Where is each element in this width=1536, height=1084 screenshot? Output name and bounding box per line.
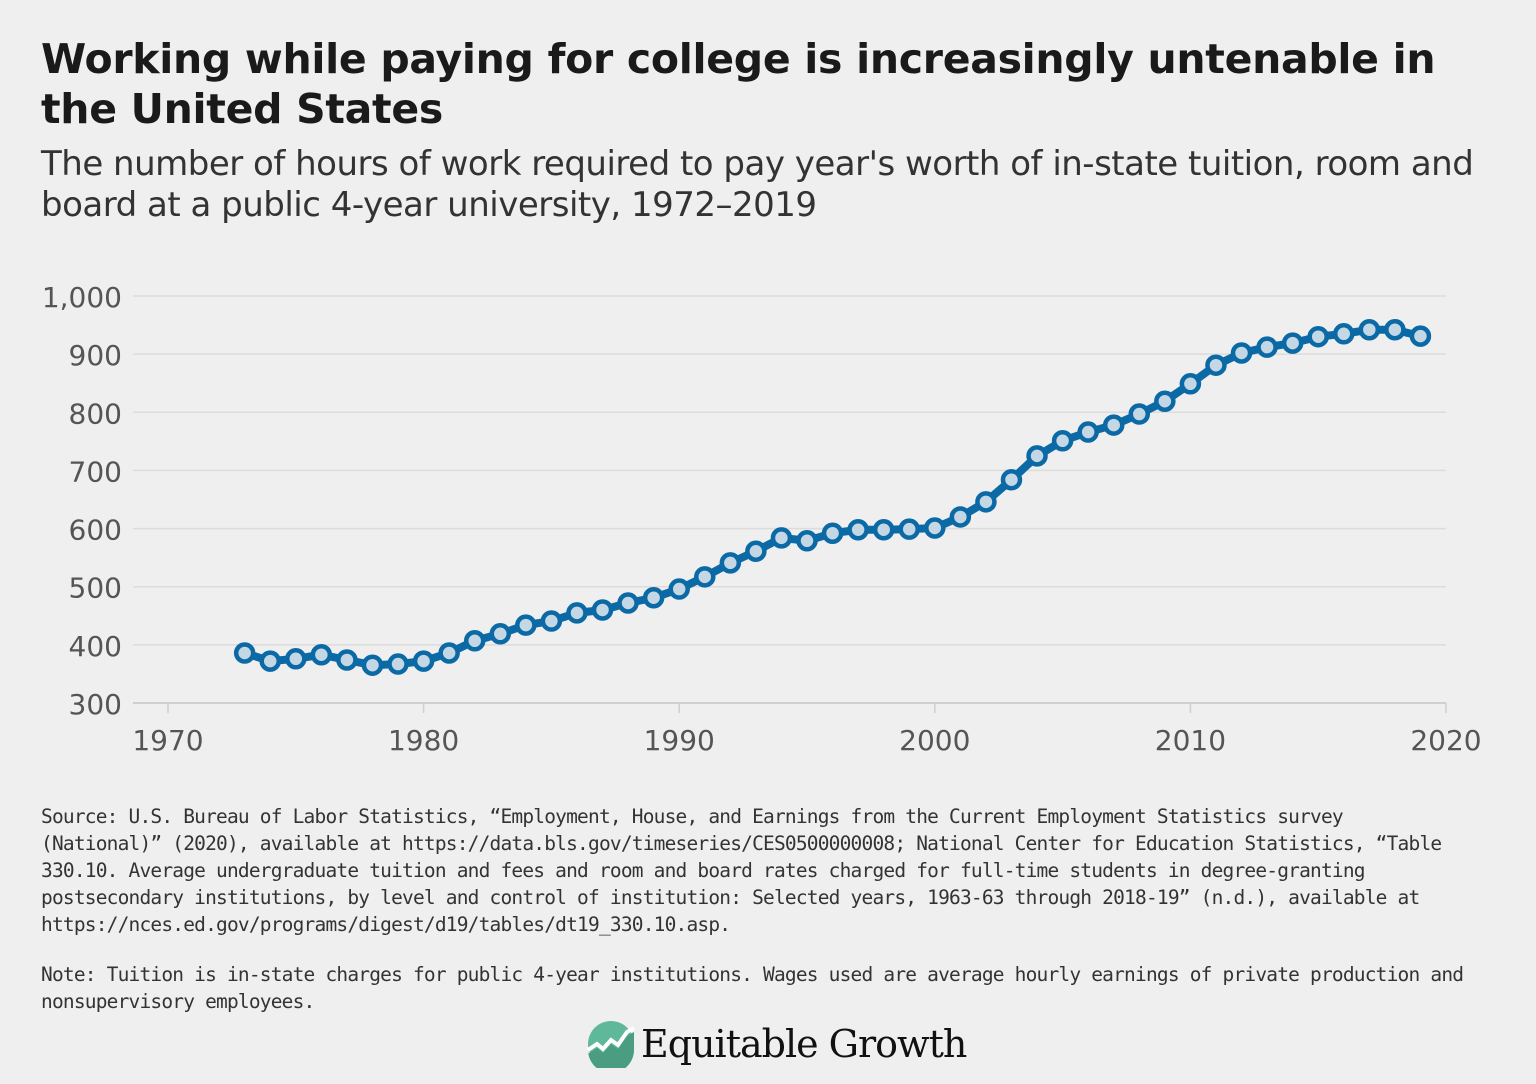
data-point-1988 [617,592,639,614]
data-point-1980 [412,650,435,672]
data-point-1997 [847,518,869,541]
data-point-1985 [540,610,563,632]
data-point-1978 [361,654,384,676]
data-point-1990 [668,578,690,600]
x-tick-label: 1980 [388,724,459,757]
data-point-1975 [285,648,307,670]
y-tick-label: 400 [69,630,122,663]
data-point-1974 [259,650,281,672]
x-tick-label: 2000 [899,724,970,757]
x-tick-label: 1970 [132,724,203,757]
data-point-1987 [591,599,614,621]
data-point-2006 [1077,421,1099,443]
data-point-2002 [975,491,997,513]
data-point-1992 [719,552,742,574]
x-tick-label: 2020 [1410,724,1481,757]
y-tick-label: 900 [69,339,122,372]
x-axis: 1970 1980 1990 2000 2010 2020 [132,703,1482,757]
series-hours-of-work [233,318,1432,676]
data-point-2014 [1281,332,1304,354]
series-line [243,325,1422,670]
data-point-1999 [898,518,920,540]
data-point-2001 [949,506,972,528]
data-point-2010 [1179,373,1202,395]
data-point-2012 [1230,342,1253,364]
data-point-1994 [770,527,793,549]
x-tick-label: 2010 [1155,724,1226,757]
data-point-1982 [463,630,486,652]
x-tick-label: 1990 [644,724,715,757]
line-chart: 300 400 500 600 700 800 900 1,000 1970 1980 1990 2… [42,281,1482,757]
data-point-2000 [924,517,946,539]
data-point-2011 [1205,354,1227,376]
data-point-1977 [336,649,358,671]
data-point-1984 [515,614,537,636]
data-point-2003 [1000,468,1023,491]
data-point-1995 [796,530,818,552]
grid-lines [133,295,1446,704]
equitable-growth-logo: Equitable Growth [587,1020,967,1068]
y-tick-label: 600 [69,514,122,547]
data-point-1991 [694,566,716,588]
data-point-1981 [438,642,460,664]
y-tick-label: 1,000 [42,281,122,314]
data-point-2004 [1026,445,1048,467]
data-point-2005 [1051,430,1074,452]
data-point-1993 [745,540,767,562]
data-point-2016 [1333,323,1355,345]
data-point-1986 [566,602,588,624]
y-tick-label: 700 [69,455,122,488]
data-point-2008 [1128,403,1151,425]
data-point-1983 [489,623,512,645]
data-point-2018 [1384,318,1406,341]
data-point-1976 [310,643,333,666]
data-point-1996 [821,522,844,544]
data-point-2007 [1102,414,1125,436]
data-point-1998 [872,518,895,541]
data-point-1989 [642,587,665,609]
source-note: Source: U.S. Bureau of Labor Statistics,… [41,805,1442,936]
data-point-2013 [1256,336,1278,358]
data-point-1979 [387,653,409,675]
y-tick-label: 800 [69,397,122,430]
data-point-1973 [233,642,256,664]
chart-title: Working while paying for college is incr… [41,35,1436,133]
footnote: Note: Tuition is in-state charges for pu… [41,963,1464,1013]
data-point-2015 [1307,325,1329,348]
data-point-2017 [1358,318,1381,341]
y-axis: 300 400 500 600 700 800 900 1,000 [42,281,122,721]
chart-subtitle: The number of hours of work required to … [41,144,1474,225]
growth-logo-icon [587,1021,635,1068]
y-tick-label: 300 [69,688,122,721]
data-point-2009 [1154,390,1176,412]
data-point-2019 [1409,325,1432,347]
logo-text: Equitable Growth [641,1022,967,1066]
y-tick-label: 500 [69,572,122,605]
